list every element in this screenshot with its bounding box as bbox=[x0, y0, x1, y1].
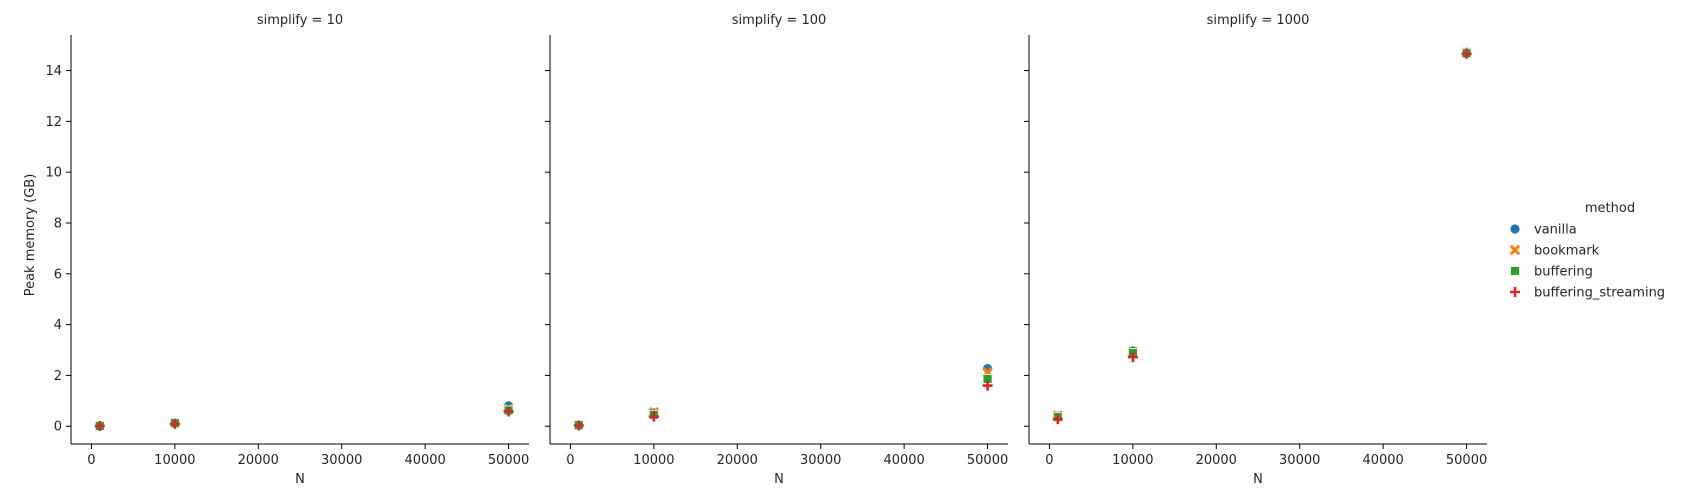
data-point bbox=[503, 406, 514, 417]
data-point bbox=[573, 420, 584, 431]
x-tick-label: 30000 bbox=[1279, 453, 1320, 468]
x-tick-label: 50000 bbox=[1446, 453, 1487, 468]
x-axis-label: N bbox=[774, 472, 784, 487]
x-tick-label: 0 bbox=[87, 453, 95, 468]
series-vanilla bbox=[573, 363, 993, 431]
x-tick-label: 20000 bbox=[717, 453, 758, 468]
x-axis-label: N bbox=[1253, 472, 1263, 487]
x-tick-label: 30000 bbox=[321, 453, 362, 468]
y-tick-label: 2 bbox=[54, 369, 62, 384]
legend-marker bbox=[1510, 287, 1520, 297]
legend-entry-vanilla: vanilla bbox=[1509, 223, 1577, 238]
x-tick-label: 0 bbox=[1045, 453, 1053, 468]
series-bookmark bbox=[1052, 47, 1472, 421]
x-tick-label: 10000 bbox=[154, 453, 195, 468]
data-point bbox=[1052, 414, 1063, 425]
facet-panel-2: simplify = 100 0 10000 20000 30000 40000 50000… bbox=[545, 13, 1008, 487]
x-tick-label: 20000 bbox=[238, 453, 279, 468]
y-tick-label: 14 bbox=[45, 64, 62, 79]
y-axis-label: Peak memory (GB) bbox=[23, 174, 38, 297]
facet-panel-1: simplify = 10 0 2 4 6 8 10 12 14 0 10000 20000 30000… bbox=[45, 13, 529, 487]
series-bookmark bbox=[573, 367, 993, 431]
data-point bbox=[94, 420, 105, 431]
legend-marker bbox=[1509, 223, 1521, 235]
legend-marker bbox=[1509, 244, 1521, 256]
series-buffering bbox=[94, 405, 514, 431]
y-tick-label: 12 bbox=[45, 115, 62, 130]
x-tick-label: 30000 bbox=[800, 453, 841, 468]
series-buffering bbox=[573, 374, 993, 431]
series-bookmark bbox=[94, 403, 514, 431]
data-point bbox=[648, 411, 659, 422]
x-tick-label: 10000 bbox=[633, 453, 674, 468]
series-vanilla bbox=[1052, 46, 1472, 422]
legend-title: method bbox=[1585, 201, 1635, 216]
legend-label: buffering bbox=[1534, 265, 1593, 280]
series-buffering_streaming bbox=[1052, 48, 1472, 425]
x-tick-label: 20000 bbox=[1196, 453, 1237, 468]
y-tick-label: 4 bbox=[54, 318, 62, 333]
x-tick-label: 50000 bbox=[488, 453, 529, 468]
legend: method vanilla bookmark buffering buffering… bbox=[1509, 201, 1665, 301]
facet-panel-3: simplify = 1000 0 10000 20000 30000 40000 5000… bbox=[1024, 13, 1487, 487]
y-tick-label: 10 bbox=[45, 166, 62, 181]
data-point bbox=[1461, 48, 1472, 59]
panel-title: simplify = 10 bbox=[257, 13, 343, 28]
series-buffering_streaming bbox=[94, 406, 514, 431]
y-tick-label: 8 bbox=[54, 216, 62, 231]
legend-entry-bookmark: bookmark bbox=[1509, 244, 1600, 259]
x-tick-label: 40000 bbox=[404, 453, 445, 468]
x-tick-label: 10000 bbox=[1112, 453, 1153, 468]
legend-label: bookmark bbox=[1534, 244, 1600, 259]
panel-title: simplify = 100 bbox=[732, 13, 827, 28]
legend-marker bbox=[1510, 266, 1520, 276]
legend-entry-buffering_streaming: buffering_streaming bbox=[1510, 286, 1665, 301]
x-tick-label: 0 bbox=[566, 453, 574, 468]
x-axis-label: N bbox=[295, 472, 305, 487]
data-point bbox=[169, 418, 180, 429]
legend-label: buffering_streaming bbox=[1534, 286, 1665, 301]
y-tick-label: 0 bbox=[54, 420, 62, 435]
legend-label: vanilla bbox=[1534, 223, 1577, 238]
data-point bbox=[1127, 352, 1138, 363]
x-tick-label: 40000 bbox=[883, 453, 924, 468]
series-vanilla bbox=[94, 400, 514, 432]
panel-title: simplify = 1000 bbox=[1207, 13, 1310, 28]
data-point bbox=[982, 380, 993, 391]
legend-entry-buffering: buffering bbox=[1510, 265, 1593, 280]
y-tick-label: 6 bbox=[54, 267, 62, 282]
series-buffering_streaming bbox=[573, 380, 993, 431]
series-buffering bbox=[1052, 48, 1472, 422]
x-tick-label: 50000 bbox=[967, 453, 1008, 468]
x-tick-label: 40000 bbox=[1362, 453, 1403, 468]
